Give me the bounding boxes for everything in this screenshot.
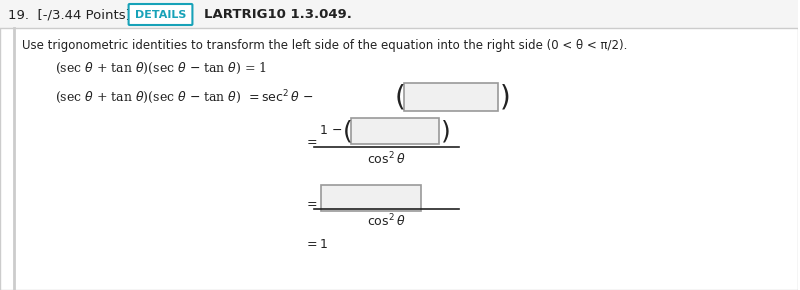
Text: (sec $\theta$ + tan $\theta$)(sec $\theta$ $-$ tan $\theta$) = 1: (sec $\theta$ + tan $\theta$)(sec $\thet… [55, 60, 267, 76]
Text: $=$: $=$ [304, 135, 318, 148]
Text: Use trigonometric identities to transform the left side of the equation into the: Use trigonometric identities to transfor… [22, 39, 627, 52]
Text: $=$: $=$ [304, 197, 318, 209]
Bar [404, 83, 498, 111]
Text: $)$: $)$ [440, 118, 450, 144]
Text: $= \mathrm{sec}^2\,\theta\,-\,$: $= \mathrm{sec}^2\,\theta\,-\,$ [246, 89, 314, 105]
Text: $\mathrm{cos}^2\,\theta$: $\mathrm{cos}^2\,\theta$ [367, 213, 406, 229]
Text: $($: $($ [394, 82, 404, 111]
Bar [351, 118, 438, 144]
Bar [0, 0, 798, 28]
Text: (sec $\theta$ + tan $\theta$)(sec $\theta$ $-$ tan $\theta$): (sec $\theta$ + tan $\theta$)(sec $\thet… [55, 89, 242, 105]
FancyBboxPatch shape [129, 4, 193, 25]
Text: $1\,-\,$: $1\,-\,$ [319, 124, 342, 137]
Text: 19.  [-/3.44 Points]: 19. [-/3.44 Points] [8, 8, 131, 21]
Bar [321, 185, 421, 211]
Text: DETAILS: DETAILS [135, 10, 186, 19]
Text: $\mathrm{cos}^2\,\theta$: $\mathrm{cos}^2\,\theta$ [367, 151, 406, 167]
Text: LARTRIG10 1.3.049.: LARTRIG10 1.3.049. [204, 8, 352, 21]
Text: $= 1$: $= 1$ [304, 238, 328, 251]
Text: $($: $($ [342, 118, 352, 144]
Text: $)$: $)$ [499, 82, 510, 111]
